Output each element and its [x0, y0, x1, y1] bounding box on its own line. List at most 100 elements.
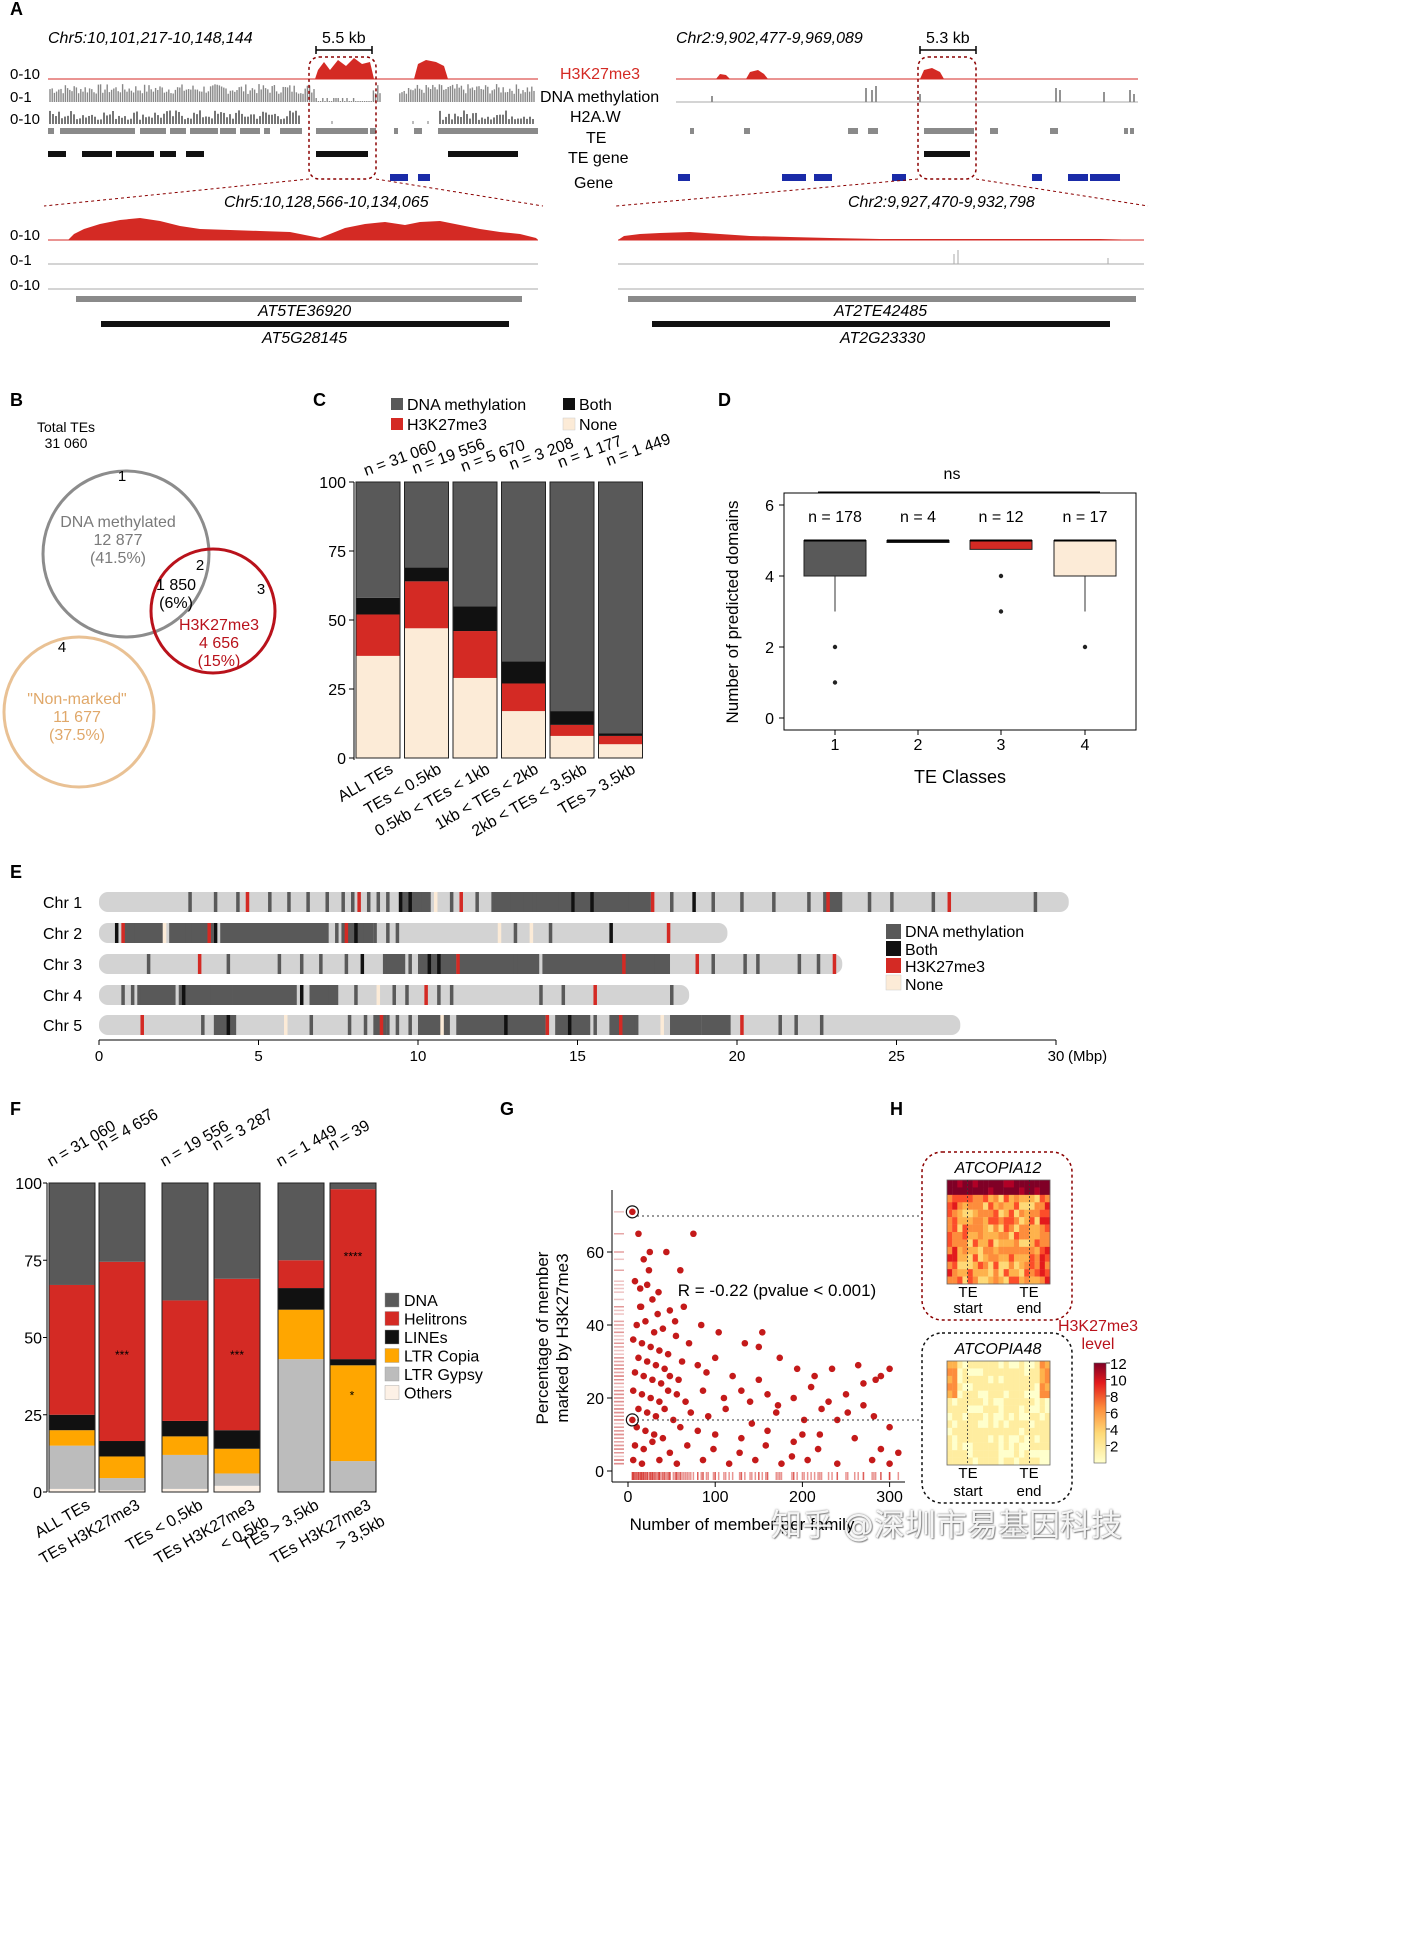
chart-g-point: [643, 1358, 651, 1365]
heatmap-cell: [1034, 1457, 1040, 1466]
heatmap-cell: [983, 1202, 989, 1210]
panel-g-ylabel-line1: Percentage of member: [533, 1251, 552, 1424]
heatmap-cell: [977, 1450, 984, 1458]
heatmap-cell: [1008, 1457, 1015, 1466]
heatmap-cell: [947, 1398, 953, 1406]
chart-d-x-tick-label: 2: [914, 737, 923, 754]
heatmap-cell: [1029, 1450, 1035, 1458]
heatmap-cell: [947, 1180, 953, 1188]
heatmap-cell: [1013, 1375, 1020, 1384]
heatmap-cell: [1029, 1254, 1035, 1262]
chart-g-point: [711, 1354, 719, 1362]
chromosome-domain: [826, 892, 830, 912]
heatmap-cell: [1024, 1420, 1030, 1429]
heatmap-cell: [1029, 1276, 1035, 1285]
chart-g-point: [656, 1398, 663, 1405]
chromosome-domain: [778, 1015, 782, 1035]
heatmap-cell: [977, 1420, 984, 1429]
heatmap-cell: [1003, 1435, 1009, 1443]
chromosome-domain: [335, 923, 339, 943]
chart-c-bar-outline: [501, 481, 546, 759]
heatmap-cell: [957, 1217, 963, 1225]
heatmap-cell: [983, 1276, 989, 1285]
chart-d-box: [1053, 540, 1117, 577]
heatmap-cell: [947, 1435, 953, 1443]
heatmap-1-te-end-1: TE: [1019, 1284, 1038, 1301]
heatmap-cell: [1008, 1427, 1015, 1436]
chart-g-point: [738, 1434, 745, 1442]
left-te-block: [60, 128, 135, 134]
chart-c-bar-segment: [550, 724, 594, 736]
heatmap-cell: [1003, 1398, 1009, 1406]
heatmap-cell: [983, 1413, 989, 1421]
chromosome-domain: [121, 985, 125, 1005]
chart-g-point: [800, 1416, 808, 1424]
heatmap-cell: [947, 1246, 953, 1255]
heatmap-cell: [983, 1383, 989, 1391]
chart-c-bar-segment: [501, 482, 546, 662]
heatmap-cell: [1024, 1457, 1030, 1466]
chart-g-point: [656, 1347, 663, 1354]
heatmap-cell: [1019, 1261, 1025, 1270]
heatmap-cell: [1024, 1254, 1030, 1262]
chromosome-domain: [299, 985, 304, 1005]
chromosome-domain: [121, 923, 125, 943]
heatmap-cell: [977, 1239, 984, 1248]
heatmap-cell: [1039, 1224, 1046, 1233]
chart-f-bar-outline: [213, 1182, 261, 1493]
chart-g-point: [710, 1445, 717, 1453]
zoom-range-label-methylation: 0-1: [10, 252, 32, 269]
heatmap-cell: [962, 1187, 968, 1196]
heatmap-cell: [962, 1375, 968, 1384]
heatmap-cell: [972, 1375, 979, 1384]
left-te-track: [48, 128, 538, 134]
heatmap-cell: [1024, 1180, 1030, 1188]
venn-pct-4: (37.5%): [49, 727, 105, 744]
heatmap-cell: [967, 1375, 973, 1384]
chromosome-domain: [593, 1015, 597, 1035]
chromosome-domain: [373, 923, 377, 943]
heatmap-cell: [972, 1261, 979, 1270]
heatmap-cell: [1029, 1420, 1035, 1429]
chart-g-point: [804, 1456, 811, 1464]
left-gene-block-2: [418, 174, 430, 181]
left-zoom-coordinate: Chr5:10,128,566-10,134,065: [224, 194, 429, 211]
heatmap-cell: [1008, 1435, 1015, 1443]
heatmap-cell: [1044, 1450, 1051, 1458]
heatmap-cell: [1008, 1383, 1015, 1391]
heatmap-cell: [972, 1361, 979, 1369]
heatmap-cell: [1003, 1390, 1009, 1399]
heatmap-cell: [967, 1269, 973, 1277]
chromosome-domain: [424, 985, 428, 1005]
heatmap-cell: [1013, 1457, 1020, 1466]
chart-f-y-tick-label: 100: [15, 1176, 42, 1193]
heatmap-cell: [1029, 1194, 1035, 1203]
heatmap-cell: [998, 1254, 1004, 1262]
heatmap-cell: [998, 1361, 1004, 1369]
chromosome-domain: [351, 892, 355, 912]
heatmap-cell: [977, 1398, 984, 1406]
heatmap-cell: [1013, 1390, 1020, 1399]
heatmap-cell: [988, 1405, 994, 1414]
chart-g-point: [764, 1391, 771, 1398]
heatmap-cell: [1003, 1269, 1009, 1277]
heatmap-cell: [983, 1457, 989, 1466]
chart-f-bar-segment: [330, 1359, 376, 1366]
chromosome-domain: [711, 954, 715, 974]
heatmap-cell: [957, 1361, 963, 1369]
chromosome-domain: [532, 892, 537, 912]
heatmap-cell: [957, 1368, 963, 1377]
chromosome-domain: [226, 954, 231, 974]
chart-d-n-label: n = 17: [1063, 509, 1108, 526]
heatmap-cell: [1003, 1187, 1009, 1196]
legend-c-swatch-both: [563, 398, 575, 410]
heatmap-cell: [1013, 1450, 1020, 1458]
chromosome-domain: [130, 985, 135, 1005]
legend-e-swatch-h3k27: [886, 958, 901, 973]
heatmap-cell: [1029, 1217, 1035, 1225]
heatmap-cell: [1019, 1254, 1025, 1262]
track-name-h3k27me3: H3K27me3: [560, 66, 640, 83]
chart-g-point: [645, 1266, 653, 1274]
range-label-h2aw: 0-10: [10, 111, 40, 128]
chromosome-domain: [344, 954, 349, 974]
